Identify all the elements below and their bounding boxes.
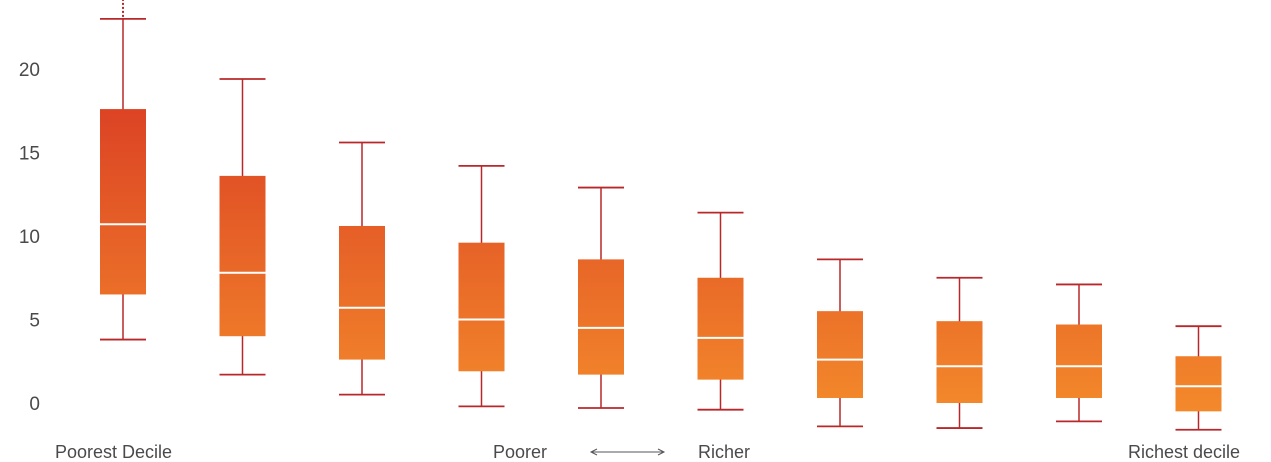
x-axis-labels: Poorest Decile Poorer Richer Richest dec…: [55, 442, 1240, 462]
outlier-dot: [122, 0, 124, 1]
box-6: [697, 211, 744, 411]
box-7: [817, 258, 863, 428]
outlier-dot: [122, 14, 124, 17]
outlier-dot: [122, 2, 124, 5]
label-poorest-decile: Poorest Decile: [55, 442, 172, 462]
y-tick-label: 0: [29, 394, 40, 415]
boxes-group: [100, 0, 1222, 431]
box-iqr: [100, 109, 146, 295]
box-8: [936, 276, 983, 429]
box-1: [100, 0, 146, 341]
y-tick-label: 5: [29, 311, 40, 332]
box-4: [458, 164, 505, 408]
y-tick-label: 10: [19, 227, 40, 248]
y-tick-label: 20: [19, 60, 40, 81]
outlier-dot: [122, 6, 124, 9]
label-richest-decile: Richest decile: [1128, 442, 1240, 462]
double-arrow-icon: [589, 448, 666, 456]
box-iqr: [339, 225, 385, 360]
box-2: [219, 78, 266, 376]
box-iqr: [817, 311, 863, 398]
outlier-dot: [122, 10, 124, 13]
box-9: [1056, 283, 1102, 423]
y-tick-label: 15: [19, 144, 40, 165]
box-iqr: [697, 277, 744, 380]
box-10: [1175, 325, 1222, 431]
label-richer: Richer: [698, 442, 750, 462]
box-iqr: [1056, 324, 1102, 398]
box-iqr: [936, 321, 983, 403]
box-5: [578, 186, 624, 409]
box-iqr: [458, 242, 505, 372]
label-poorer: Poorer: [493, 442, 547, 462]
box-iqr: [1175, 356, 1222, 412]
box-iqr: [219, 175, 266, 337]
y-axis: 0 5 10 15 20: [19, 60, 40, 415]
box-3: [339, 141, 385, 396]
box-iqr: [578, 259, 624, 375]
